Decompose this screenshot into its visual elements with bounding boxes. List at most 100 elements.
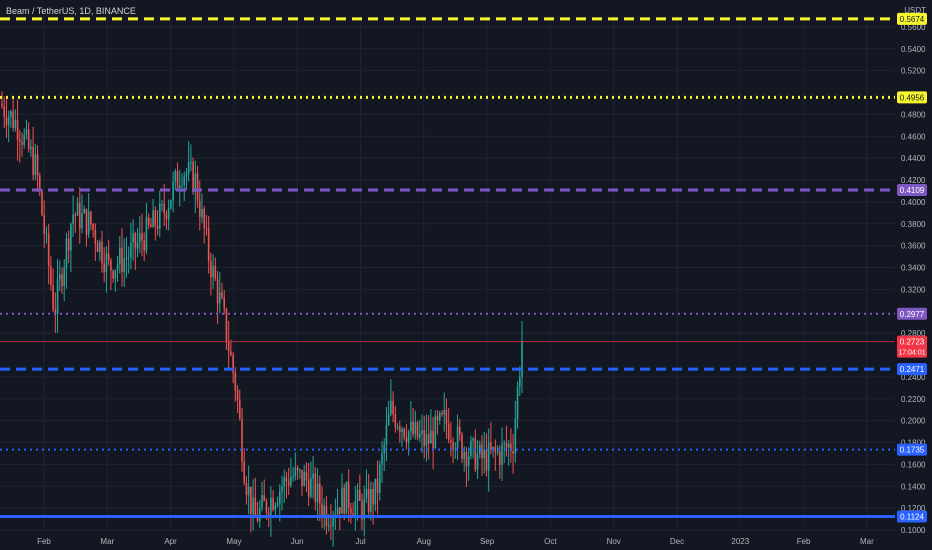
candle-body (374, 478, 377, 505)
candle-body (443, 410, 446, 415)
candle-body (172, 181, 174, 201)
candle-body (65, 238, 68, 268)
current-price-tag (897, 335, 927, 358)
candle-body (18, 139, 21, 142)
y-tick-label: 0.2000 (901, 417, 926, 426)
candle-body (472, 438, 474, 441)
x-tick-label: Aug (417, 537, 431, 546)
candle-body (363, 498, 366, 520)
candle-body (143, 240, 146, 251)
candle-body (183, 176, 186, 185)
candle-body (72, 214, 74, 225)
candle-body (32, 147, 34, 176)
candle-body (98, 241, 101, 253)
candle-body (512, 450, 514, 454)
candle-body (12, 111, 14, 128)
candle-body (305, 472, 308, 481)
level-price-label: 0.4109 (900, 186, 925, 195)
y-tick-label: 0.3200 (901, 285, 926, 294)
level-tag (897, 91, 927, 104)
x-tick-label: 2023 (731, 537, 749, 546)
candle-body (423, 430, 426, 446)
x-tick-label: Mar (100, 537, 114, 546)
candle-body (407, 431, 410, 443)
candle-body (278, 491, 281, 504)
candle-body (92, 224, 94, 230)
candle-body (321, 503, 323, 516)
candle-body (78, 202, 81, 229)
candle-body (270, 497, 272, 517)
candle-body (201, 208, 203, 218)
candle-body (361, 500, 363, 520)
x-tick-label: May (226, 537, 241, 546)
level-tag (897, 510, 927, 523)
x-tick-label: Jul (355, 537, 365, 546)
symbol-title: Beam / TetherUS, 1D, BINANCE (6, 6, 136, 16)
candle-body (454, 448, 457, 450)
candle-body (105, 253, 108, 273)
candle-body (465, 452, 468, 467)
y-tick-label: 0.5400 (901, 45, 926, 54)
candle-body (507, 443, 510, 448)
candle-body (238, 400, 241, 419)
chart-grid (0, 16, 895, 531)
candle-body (63, 267, 66, 287)
candle-body (236, 390, 239, 401)
candle-body (447, 424, 450, 440)
candle-body (332, 516, 334, 527)
candle-body (381, 453, 383, 465)
candle-body (272, 497, 274, 510)
candle-body (214, 265, 217, 280)
candle-body (14, 119, 17, 128)
candle-body (312, 473, 314, 479)
candle-body (463, 452, 466, 459)
candle-body (247, 486, 250, 496)
y-tick-label: 0.2400 (901, 373, 926, 382)
y-tick-label: 0.5200 (901, 67, 926, 76)
candle-body (365, 488, 368, 499)
x-tick-label: Jun (291, 537, 304, 546)
candle-body (256, 515, 259, 522)
y-tick-label: 0.3400 (901, 264, 926, 273)
candle-body (385, 425, 388, 445)
candle-body (3, 106, 6, 117)
candle-body (450, 439, 452, 442)
level-tag (897, 363, 927, 376)
candle-body (516, 386, 519, 419)
candle-body (25, 129, 28, 135)
level-tag (897, 183, 927, 196)
level-tag (897, 443, 927, 456)
candle-body (34, 154, 37, 176)
candle-body (147, 217, 150, 225)
candle-body (67, 238, 70, 251)
candle-body (136, 242, 139, 249)
candle-body (41, 191, 43, 216)
candle-body (96, 243, 99, 253)
candle-body (350, 508, 352, 514)
candle-body (276, 503, 279, 506)
candle-body (5, 116, 8, 126)
y-tick-label: 0.5600 (901, 23, 926, 32)
candle-body (36, 154, 39, 176)
candle-body (354, 501, 357, 516)
candle-body (438, 412, 441, 421)
y-tick-label: 0.3800 (901, 220, 926, 229)
y-tick-label: 0.4800 (901, 110, 926, 119)
candle-body (76, 202, 79, 216)
candle-body (74, 214, 77, 216)
candle-body (432, 430, 434, 449)
candle-body (61, 274, 63, 287)
candle-body (150, 224, 152, 228)
candle-body (521, 341, 523, 378)
level-price-label: 0.2471 (900, 365, 925, 374)
candle-body (85, 208, 88, 235)
level-price-label: 0.5674 (900, 15, 925, 24)
candle-body (410, 421, 412, 432)
x-tick-label: Feb (797, 537, 811, 546)
candle-body (181, 184, 183, 186)
candle-body (52, 284, 54, 310)
candle-body (303, 472, 306, 486)
level-price-label: 0.4956 (900, 93, 925, 102)
y-tick-label: 0.3600 (901, 242, 926, 251)
